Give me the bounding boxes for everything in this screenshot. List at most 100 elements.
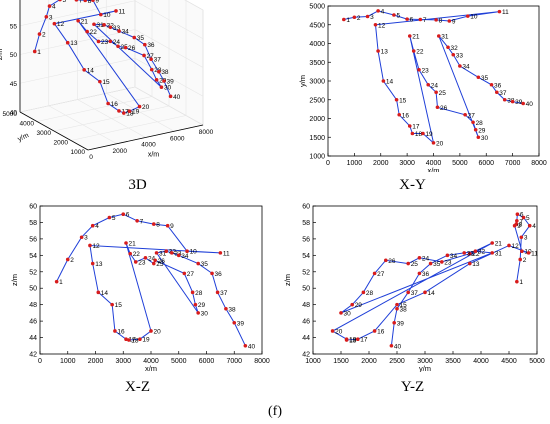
point-label: 35: [433, 261, 441, 268]
data-point: [74, 0, 79, 2]
point-label: 31: [495, 250, 503, 257]
data-point: [468, 261, 472, 266]
x-tick-label: 2000: [113, 148, 128, 155]
data-point: [47, 4, 52, 8]
data-point: [128, 251, 132, 256]
point-label: 25: [156, 261, 164, 268]
point-label: 37: [499, 90, 507, 97]
point-label: 13: [472, 261, 480, 268]
y-tick-label: 5000: [309, 4, 325, 11]
data-point: [151, 222, 156, 226]
point-label: 6: [520, 212, 524, 219]
point-label: 28: [366, 290, 374, 297]
data-point: [83, 0, 88, 3]
point-label: 32: [451, 45, 459, 52]
data-point: [243, 343, 248, 348]
data-point: [165, 223, 170, 228]
point-label: 10: [470, 14, 478, 21]
point-label: 35: [481, 75, 489, 82]
point-label: 27: [187, 271, 195, 278]
data-point: [490, 251, 494, 255]
point-label: 21: [412, 34, 420, 41]
x-tick-label: 8000: [199, 129, 214, 136]
y-tick-label: 42: [29, 352, 37, 359]
point-label: 34: [181, 253, 189, 260]
data-point: [436, 34, 441, 38]
point-label: 37: [220, 290, 228, 297]
y-tick-label: 48: [29, 302, 37, 309]
x-tick-label: 3000: [399, 160, 415, 167]
data-point: [406, 261, 410, 266]
point-label: 15: [400, 302, 408, 309]
x-tick-label: 2000: [88, 358, 104, 365]
point-label: 3: [370, 14, 374, 21]
point-label: 30: [201, 310, 209, 317]
point-label: 3: [84, 235, 88, 242]
data-point: [490, 241, 494, 245]
point-label: 36: [147, 42, 155, 49]
x-tick-label: 3500: [445, 358, 461, 365]
point-label: 12: [512, 243, 520, 250]
data-point: [462, 251, 466, 255]
data-point: [110, 302, 114, 307]
chart-xz: 0 1000 2000 3000 4000 5000 6000 7000 80004244464…: [10, 204, 270, 374]
point-label: 17: [360, 337, 368, 344]
data-point: [417, 67, 421, 72]
data-point: [445, 253, 450, 258]
data-point: [143, 42, 147, 47]
point-label: 24: [148, 255, 156, 262]
point-label: 20: [335, 328, 343, 335]
data-point: [138, 337, 142, 341]
point-label: 6: [72, 0, 76, 1]
data-point: [154, 78, 159, 82]
point-label: 5: [526, 215, 530, 222]
data-point: [411, 49, 416, 53]
point-label: 15: [399, 97, 407, 104]
point-label: 34: [450, 253, 458, 260]
point-label: 36: [422, 271, 430, 278]
data-point: [92, 22, 96, 27]
data-point: [106, 101, 110, 106]
data-point: [96, 39, 101, 44]
y-axis-label: y/m: [17, 132, 30, 143]
data-point: [54, 279, 59, 284]
point-label: 25: [411, 261, 419, 268]
point-label: 20: [142, 104, 150, 111]
data-point: [122, 111, 126, 115]
y-tick-label: 2000: [309, 116, 325, 123]
data-point: [395, 306, 399, 311]
data-point: [361, 290, 366, 295]
data-point: [520, 249, 524, 254]
point-label: 31: [159, 250, 167, 257]
point-label: 19: [142, 337, 150, 344]
y-tick-label: 52: [302, 269, 310, 276]
point-label: 18: [349, 338, 357, 345]
data-point: [151, 261, 156, 266]
data-point: [76, 18, 80, 23]
data-point: [91, 0, 95, 3]
y-tick-label: 3000: [309, 79, 325, 86]
x-tick-label: 6000: [199, 358, 215, 365]
point-label: 21: [495, 241, 503, 248]
data-point: [196, 261, 200, 266]
data-point: [124, 241, 128, 245]
data-point: [507, 243, 511, 248]
point-label: 39: [166, 79, 174, 86]
series-line: [56, 213, 246, 347]
point-label: 29: [198, 302, 206, 309]
grid-line: [134, 0, 204, 40]
x-tick-label: 1000: [60, 358, 76, 365]
x-tick-label: 6000: [478, 160, 494, 167]
point-label: 16: [402, 112, 410, 119]
point-label: 16: [117, 328, 125, 335]
point-label: 8: [88, 0, 92, 5]
x-axis-label: x/m: [145, 364, 157, 372]
point-label: 7: [423, 17, 427, 24]
data-point: [446, 45, 450, 50]
point-label: 14: [386, 79, 394, 86]
y-tick-label: 2500: [309, 97, 325, 104]
series-line: [331, 213, 531, 346]
chart-xz-panel: 0 1000 2000 3000 4000 5000 6000 7000 8000 42 44 46 4…: [0, 200, 275, 374]
point-label: 24: [422, 255, 430, 262]
data-point: [117, 29, 121, 33]
